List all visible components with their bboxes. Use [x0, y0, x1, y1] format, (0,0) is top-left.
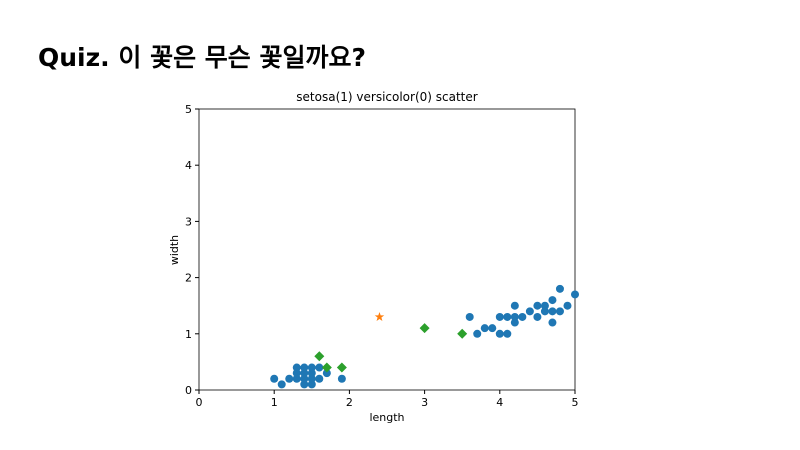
point [540, 307, 549, 316]
point [321, 362, 332, 373]
point [510, 301, 519, 310]
x-tick-label: 4 [496, 396, 503, 409]
point [314, 351, 325, 362]
point [270, 374, 279, 383]
point [292, 363, 301, 372]
x-tick-label: 5 [572, 396, 579, 409]
point [571, 290, 579, 299]
y-tick-label: 0 [185, 384, 192, 397]
slide-title: Quiz. 이 꽃은 무슨 꽃일까요? [38, 43, 366, 72]
point [510, 312, 519, 321]
point [488, 324, 497, 333]
y-tick-label: 2 [185, 272, 192, 285]
point [518, 312, 527, 321]
point [457, 328, 468, 339]
point [548, 318, 557, 327]
point [540, 301, 549, 310]
point [533, 301, 542, 310]
point [337, 374, 346, 383]
chart-title: setosa(1) versicolor(0) scatter [296, 90, 477, 104]
y-tick-label: 3 [185, 215, 192, 228]
x-axis-label: length [369, 411, 404, 424]
point [277, 380, 286, 389]
point [307, 374, 316, 383]
point [419, 323, 430, 334]
x-tick-label: 3 [421, 396, 428, 409]
point [465, 312, 474, 321]
point [292, 369, 301, 378]
point [510, 318, 519, 327]
point [548, 307, 557, 316]
plot-frame [198, 108, 576, 391]
point [300, 363, 309, 372]
point [374, 311, 385, 321]
point [525, 307, 534, 316]
point [495, 312, 504, 321]
x-tick-label: 1 [271, 396, 278, 409]
point [315, 363, 324, 372]
y-tick-label: 4 [185, 159, 192, 172]
y-tick-label: 1 [185, 328, 192, 341]
point [480, 324, 489, 333]
x-tick-label: 0 [196, 396, 203, 409]
point [503, 329, 512, 338]
point [555, 284, 564, 293]
point [307, 363, 316, 372]
point [292, 374, 301, 383]
point [503, 312, 512, 321]
point [336, 362, 347, 373]
y-tick-label: 5 [185, 103, 192, 116]
point [307, 380, 316, 389]
point [300, 380, 309, 389]
point [285, 374, 294, 383]
point [307, 369, 316, 378]
point [495, 329, 504, 338]
point [548, 296, 557, 305]
point [300, 369, 309, 378]
point [533, 312, 542, 321]
point [322, 369, 331, 378]
point [300, 374, 309, 383]
point [473, 329, 482, 338]
point [555, 307, 564, 316]
x-tick-label: 2 [346, 396, 353, 409]
y-axis-label: width [168, 235, 181, 265]
point [563, 301, 572, 310]
point [315, 374, 324, 383]
